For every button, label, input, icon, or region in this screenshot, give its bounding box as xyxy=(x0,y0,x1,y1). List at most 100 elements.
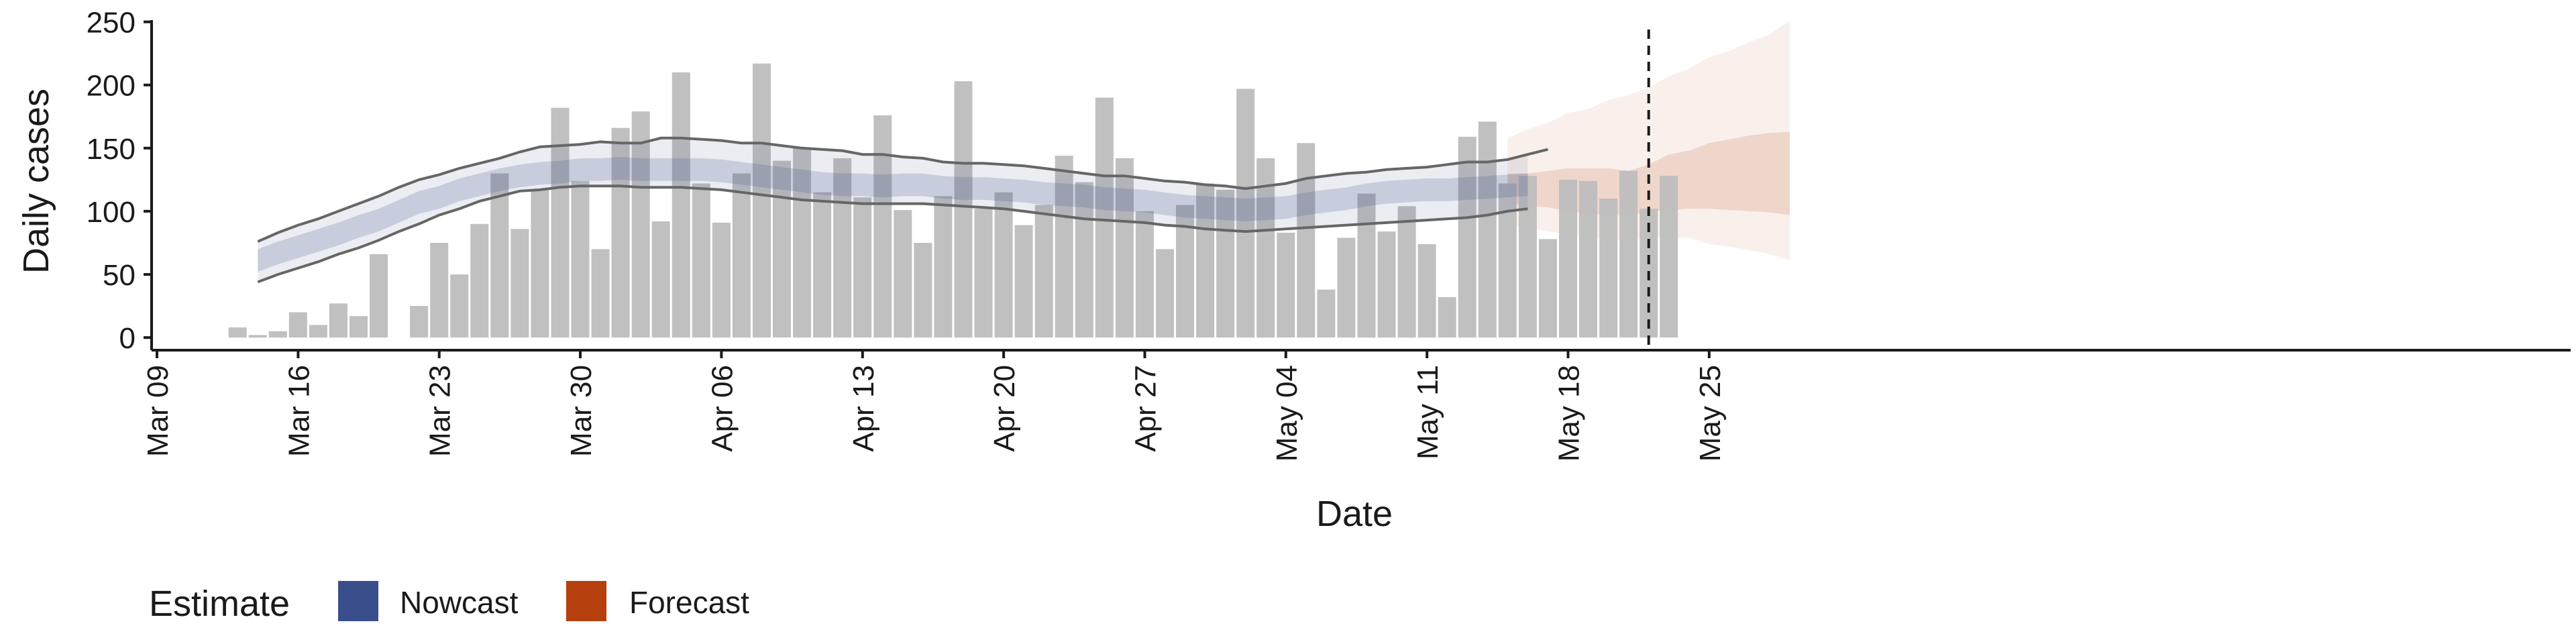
x-tick-label: May 04 xyxy=(1271,365,1303,462)
x-tick-label: Apr 20 xyxy=(988,365,1021,452)
bar xyxy=(753,63,771,338)
bar xyxy=(288,312,307,338)
nowcast-upper-line xyxy=(257,136,1548,243)
nowcast-lower-line xyxy=(257,184,1528,284)
bar xyxy=(1619,170,1638,338)
bar xyxy=(1115,158,1134,338)
bar xyxy=(1518,176,1537,338)
bar xyxy=(1277,232,1295,338)
bar xyxy=(914,243,932,338)
bar xyxy=(1337,237,1356,338)
bar xyxy=(1034,205,1053,338)
bar xyxy=(571,180,590,338)
bar xyxy=(450,274,469,338)
bar xyxy=(1236,89,1255,338)
bar xyxy=(873,115,892,338)
nowcast-layer xyxy=(257,136,1548,284)
y-axis-title: Daily cases xyxy=(16,89,56,274)
bar xyxy=(490,173,509,338)
x-tick-label: Mar 23 xyxy=(424,365,457,457)
bar xyxy=(1660,176,1678,338)
bar xyxy=(1095,97,1114,338)
bar xyxy=(833,158,852,338)
x-tick-label: Mar 09 xyxy=(142,365,174,457)
bar xyxy=(651,221,670,338)
bar xyxy=(1317,289,1336,338)
x-tick-label: May 25 xyxy=(1694,365,1727,462)
bar xyxy=(470,223,489,338)
bar xyxy=(974,209,993,338)
x-tick-label: Apr 06 xyxy=(706,365,739,452)
bar xyxy=(611,127,630,338)
bar xyxy=(309,325,327,338)
bar xyxy=(894,210,912,338)
bar xyxy=(1377,231,1396,338)
bar xyxy=(370,254,388,338)
bar xyxy=(228,327,247,338)
bar xyxy=(268,331,287,338)
forecast-band-90 xyxy=(1507,20,1790,261)
bar xyxy=(329,303,347,338)
legend: Estimate Nowcast Forecast xyxy=(149,581,749,624)
bar xyxy=(994,192,1013,338)
bar xyxy=(773,160,791,338)
bar xyxy=(1297,143,1316,338)
bar xyxy=(430,243,449,338)
legend-label-forecast: Forecast xyxy=(629,585,749,620)
bar xyxy=(511,229,529,338)
bar xyxy=(1397,206,1416,338)
bar xyxy=(1538,239,1557,338)
x-axis-title: Date xyxy=(1316,494,1393,534)
bar xyxy=(1478,121,1497,338)
y-tick-label: 150 xyxy=(87,133,136,166)
legend-title: Estimate xyxy=(149,584,290,624)
bar xyxy=(631,111,650,338)
y-tick-label: 250 xyxy=(87,7,136,40)
bar xyxy=(1579,180,1597,338)
bar xyxy=(1196,183,1215,338)
x-tick-label: Mar 16 xyxy=(282,365,315,457)
bar xyxy=(692,183,710,338)
bar xyxy=(1357,193,1376,338)
y-tick-label: 50 xyxy=(103,259,136,292)
bar xyxy=(591,249,610,338)
y-tick-label: 200 xyxy=(87,70,136,103)
x-tick-label: May 18 xyxy=(1553,365,1586,462)
bar xyxy=(551,107,570,338)
bar xyxy=(1599,199,1618,338)
nowcast-band-median xyxy=(258,157,1528,272)
x-tick-label: May 11 xyxy=(1411,365,1444,460)
y-tick-label: 100 xyxy=(87,196,136,229)
y-tick-label: 0 xyxy=(119,322,136,355)
x-tick-label: Mar 30 xyxy=(565,365,598,457)
bar xyxy=(1438,297,1456,338)
legend-label-nowcast: Nowcast xyxy=(400,585,519,620)
bar xyxy=(732,173,751,338)
x-ticks: Mar 09 Mar 16 Mar 23 Mar 30 Apr 06 Apr 13 Apr … xyxy=(142,350,1727,462)
legend-swatch-nowcast xyxy=(338,581,378,621)
x-tick-label: Apr 13 xyxy=(847,365,880,452)
forecast-band-50 xyxy=(1507,131,1790,215)
bar xyxy=(1075,182,1093,338)
bar xyxy=(531,189,549,338)
nowcast-band-90 xyxy=(258,138,1528,282)
bar xyxy=(1156,249,1174,338)
bar xyxy=(1498,183,1517,338)
bar xyxy=(1216,189,1235,338)
bar xyxy=(1559,179,1577,338)
bar xyxy=(712,222,731,338)
bar xyxy=(350,316,368,338)
bar xyxy=(1417,244,1436,338)
bar xyxy=(672,72,690,338)
bar xyxy=(813,192,832,338)
forecast-layer xyxy=(1507,20,1790,261)
bar xyxy=(954,81,973,338)
axes-layer: 0 50 100 150 200 250 Mar 09 Mar 16 Mar 23 Mar 30… xyxy=(16,7,2571,534)
bar xyxy=(1055,156,1073,338)
legend-swatch-forecast xyxy=(566,581,606,621)
bar xyxy=(1014,225,1033,338)
bar xyxy=(248,335,267,338)
bar xyxy=(410,306,429,338)
bar xyxy=(1458,136,1477,338)
